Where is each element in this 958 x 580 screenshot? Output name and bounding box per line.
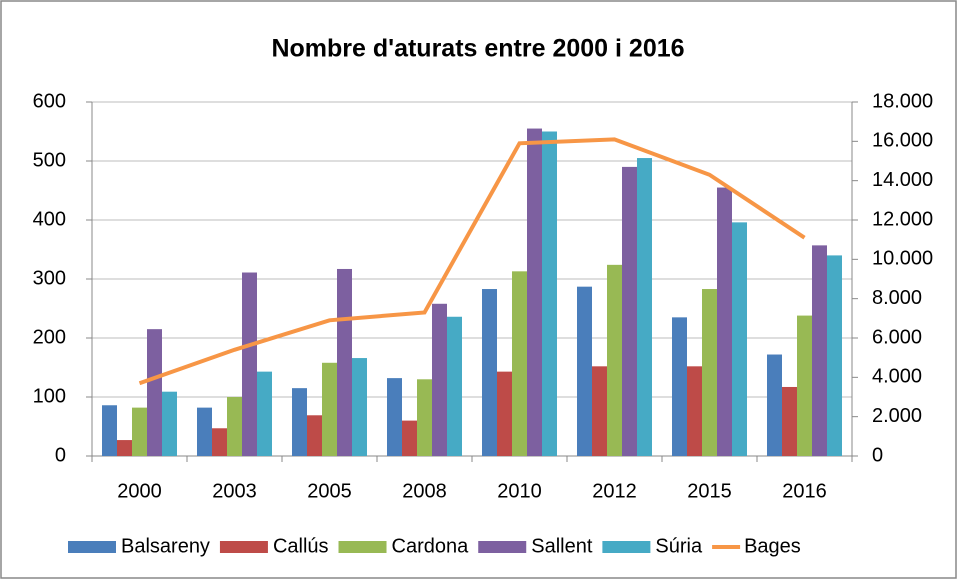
bar bbox=[497, 371, 512, 456]
bar bbox=[102, 405, 117, 456]
bar bbox=[257, 371, 272, 456]
legend-swatch bbox=[68, 541, 116, 553]
bar bbox=[527, 128, 542, 457]
x-tick-label: 2010 bbox=[497, 480, 542, 502]
x-tick-label: 2000 bbox=[117, 480, 162, 502]
bar bbox=[227, 397, 242, 456]
y2-tick-label: 16.000 bbox=[872, 130, 933, 152]
bar bbox=[482, 289, 497, 456]
y-tick-label: 200 bbox=[33, 326, 66, 348]
bar bbox=[197, 407, 212, 456]
bar bbox=[307, 415, 322, 456]
x-tick-label: 2005 bbox=[307, 480, 352, 502]
bar bbox=[732, 222, 747, 456]
chart-title: Nombre d'aturats entre 2000 i 2016 bbox=[271, 35, 684, 63]
y2-tick-label: 10.000 bbox=[872, 248, 933, 270]
bar bbox=[292, 388, 307, 456]
bar bbox=[607, 264, 622, 456]
bar bbox=[417, 379, 432, 456]
x-tick-label: 2012 bbox=[592, 480, 637, 502]
y2-tick-label: 18.000 bbox=[872, 90, 933, 112]
bar bbox=[242, 272, 257, 456]
legend-label: Bages bbox=[744, 535, 801, 557]
x-tick-label: 2008 bbox=[402, 480, 447, 502]
bar bbox=[352, 358, 367, 456]
bar bbox=[402, 420, 417, 456]
y2-tick-label: 6.000 bbox=[872, 326, 922, 348]
bar bbox=[132, 407, 147, 456]
y2-tick-label: 12.000 bbox=[872, 208, 933, 230]
y-tick-label: 300 bbox=[33, 267, 66, 289]
y2-tick-label: 0 bbox=[872, 444, 883, 466]
line bbox=[138, 137, 806, 386]
y-tick-label: 0 bbox=[55, 444, 66, 466]
x-tick-label: 2003 bbox=[212, 480, 257, 502]
bar bbox=[322, 362, 337, 456]
legend-label: Callús bbox=[273, 535, 329, 557]
bar bbox=[512, 271, 527, 456]
y2-tick-label: 4.000 bbox=[872, 366, 922, 388]
bar bbox=[577, 286, 592, 456]
bar bbox=[592, 366, 607, 456]
bar bbox=[542, 131, 557, 456]
bar bbox=[117, 440, 132, 456]
y2-tick-label: 2.000 bbox=[872, 405, 922, 427]
bar bbox=[162, 391, 177, 456]
legend-label: Súria bbox=[655, 535, 703, 557]
bar bbox=[147, 329, 162, 456]
bar bbox=[212, 428, 227, 456]
y2-tick-label: 8.000 bbox=[872, 287, 922, 309]
bar bbox=[812, 245, 827, 456]
x-tick-label: 2015 bbox=[687, 480, 732, 502]
legend-label: Cardona bbox=[392, 535, 470, 557]
bar bbox=[387, 378, 402, 456]
y-tick-label: 500 bbox=[33, 149, 66, 171]
bar bbox=[797, 315, 812, 456]
legend-swatch bbox=[602, 541, 651, 553]
bar bbox=[672, 317, 687, 456]
legend-label: Balsareny bbox=[121, 535, 210, 557]
bar bbox=[717, 187, 732, 457]
bar bbox=[782, 386, 797, 456]
bar bbox=[827, 255, 842, 456]
bar bbox=[337, 268, 352, 456]
bar bbox=[702, 289, 717, 456]
y-tick-label: 600 bbox=[33, 90, 66, 112]
bar bbox=[687, 366, 702, 456]
y2-tick-label: 14.000 bbox=[872, 169, 933, 191]
bar bbox=[447, 316, 462, 456]
legend-label: Sallent bbox=[531, 535, 593, 557]
y-tick-label: 100 bbox=[33, 385, 66, 407]
bar bbox=[767, 354, 782, 456]
legend-swatch bbox=[478, 541, 527, 553]
bar bbox=[622, 166, 637, 456]
x-tick-label: 2016 bbox=[782, 480, 827, 502]
bar bbox=[637, 158, 652, 457]
legend-swatch bbox=[338, 541, 387, 553]
y-tick-label: 400 bbox=[33, 208, 66, 230]
legend-swatch bbox=[219, 541, 268, 553]
bar bbox=[432, 303, 447, 456]
